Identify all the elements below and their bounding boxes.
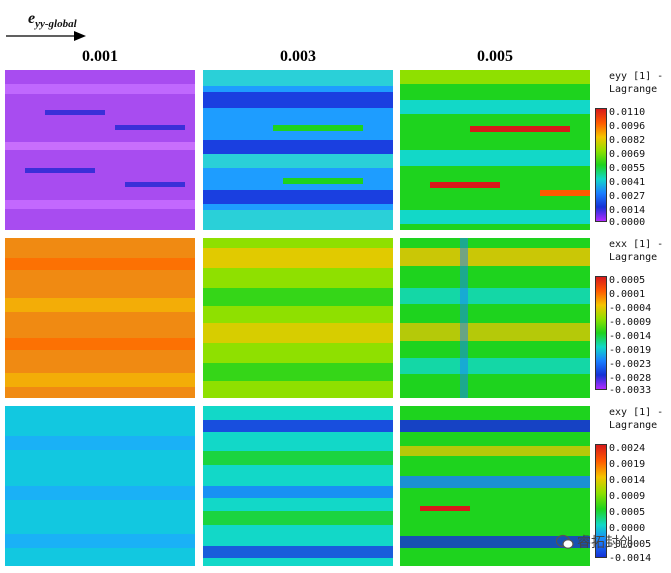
exx-map-0001 [5, 238, 195, 398]
right-arrow-icon [6, 31, 86, 41]
legend-tick: 0.0110 [609, 107, 646, 118]
legend-title-line1: eyy [1] - [609, 71, 664, 82]
legend-tick: 0.0014 [609, 475, 646, 486]
wechat-icon [556, 534, 574, 549]
column-title-strain-2: 0.003 [280, 48, 316, 65]
color-bar [595, 444, 607, 558]
legend-title-line1: exx [1] - [609, 239, 664, 250]
legend-title-line2: Lagrange [609, 84, 658, 95]
color-bar [595, 276, 607, 390]
legend-tick: 0.0055 [609, 163, 646, 174]
legend-title-line2: Lagrange [609, 252, 658, 263]
legend-tick: 0.0005 [609, 507, 646, 518]
watermark-text: 睿拓封创 [577, 535, 633, 551]
column-title-strain-3: 0.005 [477, 48, 513, 65]
exx-map-0003 [203, 238, 393, 398]
exy-map-0003 [203, 406, 393, 566]
legend-tick: -0.0028 [609, 373, 652, 384]
legend-tick: 0.0001 [609, 289, 646, 300]
exy-legend: exy [1] - Lagrange 0.0024 0.0019 0.0014 … [595, 406, 671, 566]
color-bar [595, 108, 607, 222]
legend-tick: 0.0014 [609, 205, 646, 216]
column-title-strain-1: 0.001 [82, 48, 118, 65]
legend-tick: 0.0096 [609, 121, 646, 132]
legend-tick: -0.0014 [609, 331, 652, 342]
legend-title-line2: Lagrange [609, 420, 658, 431]
legend-tick: -0.0004 [609, 303, 652, 314]
legend-tick: 0.0009 [609, 491, 646, 502]
legend-tick: 0.0027 [609, 191, 646, 202]
legend-tick: 0.0000 [609, 217, 646, 228]
legend-tick: 0.0082 [609, 135, 646, 146]
eyy-map-0003 [203, 70, 393, 230]
exx-legend: exx [1] - Lagrange 0.0005 0.0001 -0.0004… [595, 238, 671, 398]
legend-tick: 0.0041 [609, 177, 646, 188]
exx-map-0005 [400, 238, 590, 398]
legend-tick: 0.0069 [609, 149, 646, 160]
global-strain-axis-label: eyy-global [28, 10, 77, 31]
eyy-legend: eyy [1] - Lagrange 0.0110 0.0096 0.0082 … [595, 70, 671, 230]
legend-tick: -0.0023 [609, 359, 652, 370]
legend-tick: -0.0009 [609, 317, 652, 328]
legend-tick: -0.0033 [609, 385, 652, 396]
eyy-map-0001 [5, 70, 195, 230]
legend-tick: -0.0019 [609, 345, 652, 356]
exy-map-0005 [400, 406, 590, 566]
watermark: 睿拓封创 [556, 532, 633, 552]
legend-tick: 0.0005 [609, 275, 646, 286]
legend-tick: 0.0024 [609, 443, 646, 454]
exy-map-0001 [5, 406, 195, 566]
legend-tick: -0.0005 [609, 539, 652, 550]
legend-tick: 0.0000 [609, 523, 646, 534]
legend-tick: -0.0014 [609, 553, 652, 564]
eyy-map-0005 [400, 70, 590, 230]
legend-title-line1: exy [1] - [609, 407, 664, 418]
legend-tick: 0.0019 [609, 459, 646, 470]
